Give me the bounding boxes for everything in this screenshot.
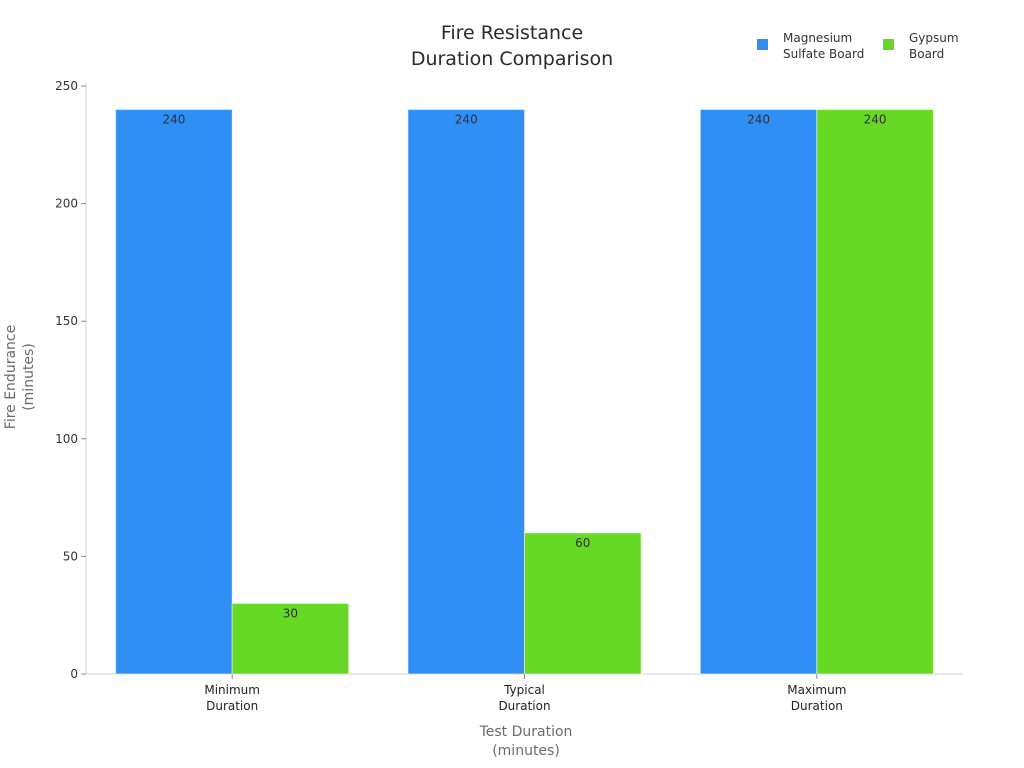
- legend-label-line: Gypsum: [909, 31, 959, 45]
- bar-data-label: 240: [747, 113, 770, 127]
- bar: [115, 109, 233, 675]
- y-tick-label: 50: [63, 549, 78, 563]
- x-tick-label: Maximum: [787, 683, 846, 697]
- bar: [524, 532, 642, 675]
- x-tick-label: Typical: [503, 683, 545, 697]
- legend-swatch-gypsum: [883, 39, 894, 50]
- legend-label-line: Magnesium: [783, 31, 853, 45]
- chart-title: Fire Resistance Duration Comparison: [362, 20, 662, 72]
- x-axis-title: Test Duration (minutes): [426, 723, 626, 761]
- legend-label-line: Board: [909, 47, 945, 61]
- bar-data-label: 30: [283, 606, 298, 620]
- legend-label-line: Sulfate Board: [783, 47, 865, 61]
- y-tick-label: 0: [70, 667, 78, 681]
- bar: [407, 109, 525, 675]
- x-axis-title-line: (minutes): [492, 743, 560, 759]
- x-tick-label: Duration: [498, 699, 550, 713]
- legend-swatch-magnesium: [757, 39, 768, 50]
- bar: [699, 109, 818, 675]
- x-tick-label: Duration: [206, 699, 258, 713]
- legend-item-magnesium[interactable]: Magnesium Sulfate Board: [757, 30, 864, 62]
- x-tick-label: Minimum: [204, 683, 260, 697]
- chart-title-line-1: Fire Resistance: [440, 22, 584, 44]
- bar: [816, 109, 934, 675]
- chart-title-line-2: Duration Comparison: [410, 48, 614, 70]
- legend-item-gypsum[interactable]: Gypsum Board: [883, 30, 959, 62]
- bar-data-label: 240: [162, 113, 185, 127]
- y-tick-label: 200: [55, 197, 78, 211]
- y-tick-label: 150: [55, 314, 78, 328]
- bar-data-label: 240: [455, 113, 478, 127]
- y-tick-label: 250: [55, 79, 78, 93]
- bar-data-label: 240: [864, 113, 887, 127]
- y-tick-label: 100: [55, 432, 78, 446]
- bar-data-label: 60: [575, 536, 590, 550]
- legend-label-gypsum: Gypsum Board: [909, 30, 959, 62]
- x-tick-label: Duration: [791, 699, 843, 713]
- legend-label-magnesium: Magnesium Sulfate Board: [783, 30, 864, 62]
- x-axis-title-line: Test Duration: [479, 724, 573, 740]
- bar: [231, 602, 350, 675]
